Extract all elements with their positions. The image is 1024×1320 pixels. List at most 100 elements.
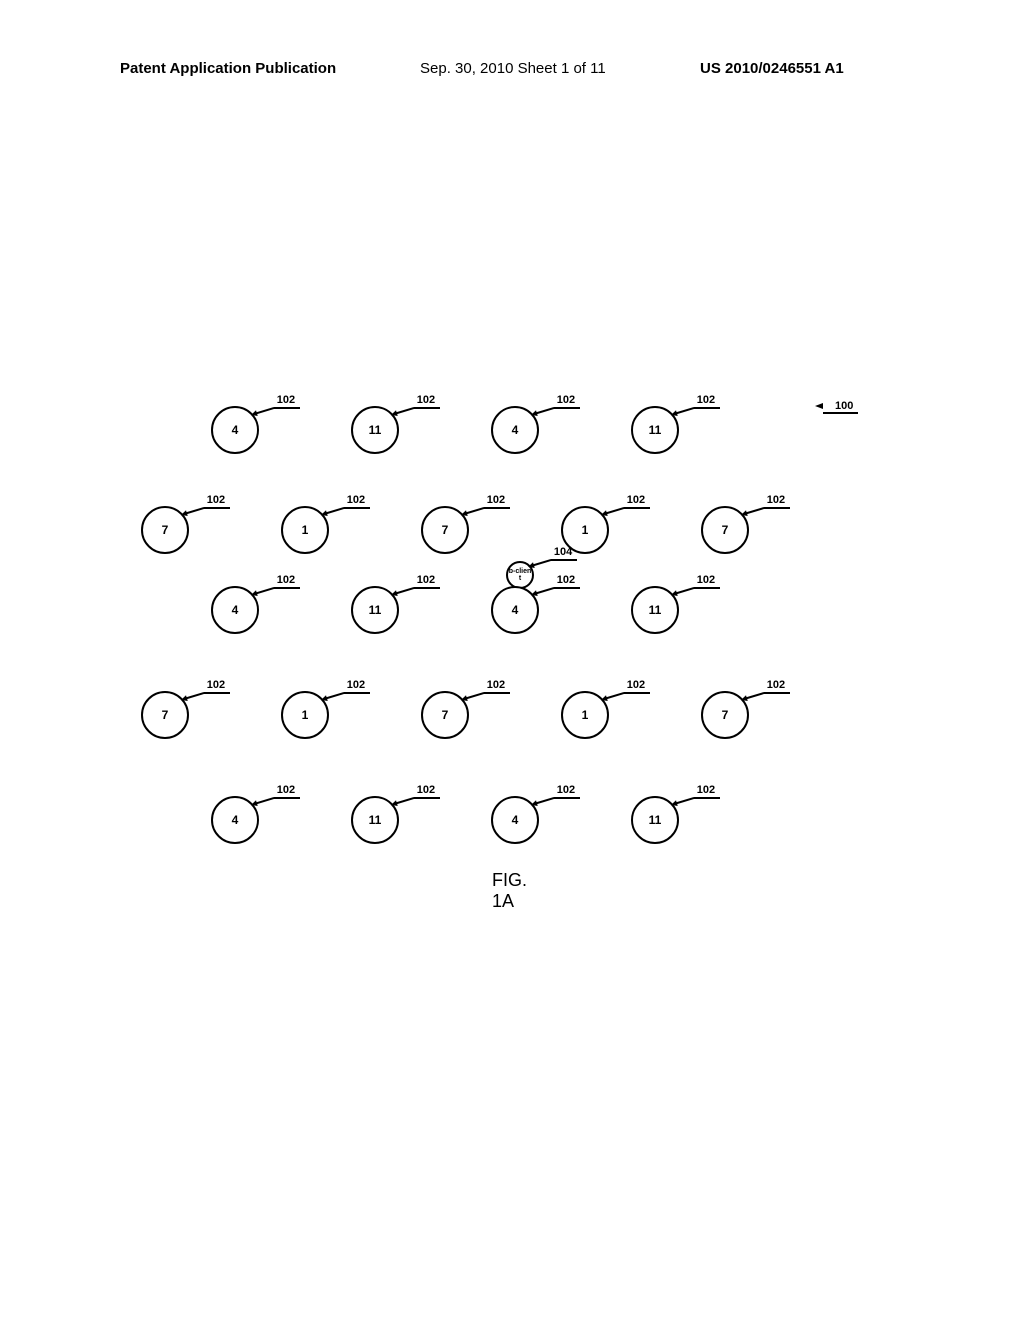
node-label: 11: [369, 423, 382, 437]
leader-line: [673, 407, 694, 415]
leader-line: [344, 507, 370, 509]
leader-line: [183, 507, 204, 515]
leader-line: [554, 797, 580, 799]
ref-label: 102: [767, 494, 785, 506]
node-label: b-clien t: [508, 568, 532, 582]
leader-line: [274, 797, 300, 799]
ref-label: 102: [627, 679, 645, 691]
ref-label: 102: [487, 679, 505, 691]
leader-line: [743, 692, 764, 700]
leader-line: [393, 797, 414, 805]
leader-line: [624, 507, 650, 509]
leader-line: [463, 692, 484, 700]
node-label: 4: [512, 813, 519, 827]
node-label: 1: [582, 523, 589, 537]
node-label: 7: [162, 523, 169, 537]
ref-label: 102: [697, 784, 715, 796]
leader-line: [694, 797, 720, 799]
leader-line: [323, 692, 344, 700]
leader-line: [743, 507, 764, 515]
ref-label: 102: [207, 494, 225, 506]
ref-label: 102: [767, 679, 785, 691]
header-right: US 2010/0246551 A1: [700, 60, 844, 77]
leader-line: [624, 692, 650, 694]
ref-label: 102: [557, 784, 575, 796]
leader-line: [764, 692, 790, 694]
leader-line: [393, 587, 414, 595]
leader-line: [533, 407, 554, 415]
node-label: 4: [232, 813, 239, 827]
leader-line: [344, 692, 370, 694]
node-label: 11: [649, 423, 662, 437]
ref-label: 102: [347, 494, 365, 506]
node-label: 11: [369, 813, 382, 827]
leader-line: [531, 559, 552, 567]
node-label: 4: [512, 423, 519, 437]
ref-label: 102: [277, 394, 295, 406]
leader-line: [414, 407, 440, 409]
node-label: 1: [302, 523, 309, 537]
node-label: 7: [442, 523, 449, 537]
ref-label: 102: [487, 494, 505, 506]
ref-label: 102: [277, 574, 295, 586]
ref-label: 102: [417, 574, 435, 586]
node-label: 1: [302, 708, 309, 722]
leader-line: [554, 587, 580, 589]
leader-line: [253, 797, 274, 805]
leader-line: [554, 407, 580, 409]
leader-line: [603, 692, 624, 700]
ref-label: 102: [277, 784, 295, 796]
ref-label: 102: [557, 574, 575, 586]
ref-label: 104: [554, 546, 572, 558]
ref-label: 102: [697, 394, 715, 406]
leader-line: [484, 507, 510, 509]
leader-line: [764, 507, 790, 509]
header-center: Sep. 30, 2010 Sheet 1 of 11: [420, 60, 606, 77]
node-label: 11: [369, 603, 382, 617]
leader-line: [393, 407, 414, 415]
leader-line: [694, 587, 720, 589]
ref-label: 102: [417, 394, 435, 406]
node-label: 7: [722, 708, 729, 722]
node-label: 4: [512, 603, 519, 617]
page-header: Patent Application Publication Sep. 30, …: [0, 60, 1024, 84]
leader-line: [823, 412, 858, 414]
leader-line: [274, 407, 300, 409]
leader-line: [204, 507, 230, 509]
node-label: 11: [649, 603, 662, 617]
leader-line: [463, 507, 484, 515]
arrow-head-icon: [815, 403, 823, 409]
ref-label: 102: [627, 494, 645, 506]
leader-line: [323, 507, 344, 515]
ref-label-100: 100: [835, 400, 853, 412]
leader-line: [274, 587, 300, 589]
node-label: 1: [582, 708, 589, 722]
ref-label: 102: [417, 784, 435, 796]
leader-line: [253, 587, 274, 595]
leader-line: [183, 692, 204, 700]
leader-line: [533, 587, 554, 595]
leader-line: [414, 797, 440, 799]
leader-line: [603, 507, 624, 515]
node-label: 4: [232, 423, 239, 437]
leader-line: [673, 797, 694, 805]
figure-caption: FIG. 1A: [492, 870, 527, 912]
page: Patent Application Publication Sep. 30, …: [0, 0, 1024, 1320]
leader-line: [484, 692, 510, 694]
header-left: Patent Application Publication: [120, 60, 336, 77]
leader-line: [414, 587, 440, 589]
node-label: 7: [442, 708, 449, 722]
node-label: 11: [649, 813, 662, 827]
node-label: 7: [162, 708, 169, 722]
ref-label: 102: [697, 574, 715, 586]
leader-line: [673, 587, 694, 595]
node-label: 7: [722, 523, 729, 537]
leader-line: [253, 407, 274, 415]
node-label: 4: [232, 603, 239, 617]
ref-label: 102: [207, 679, 225, 691]
leader-line: [694, 407, 720, 409]
leader-line: [533, 797, 554, 805]
leader-line: [551, 559, 577, 561]
ref-label: 102: [347, 679, 365, 691]
leader-line: [204, 692, 230, 694]
